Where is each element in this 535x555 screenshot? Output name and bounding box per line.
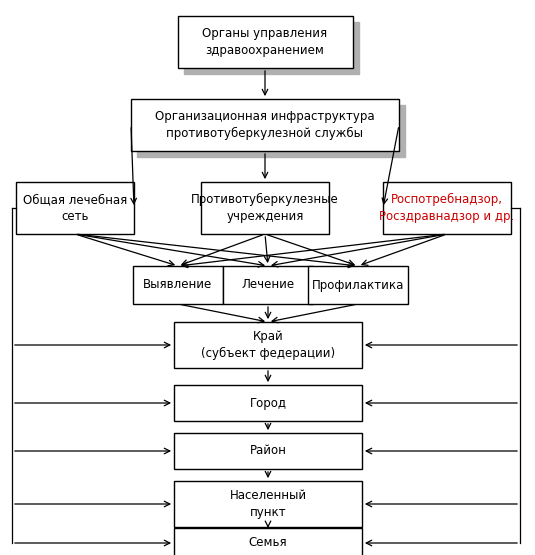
Text: Город: Город (249, 396, 287, 410)
Bar (174, 322, 362, 368)
Text: Лечение: Лечение (241, 279, 295, 291)
Text: Общая лечебная
сеть: Общая лечебная сеть (23, 193, 127, 223)
Text: Семья: Семья (249, 537, 287, 549)
Text: Выявление: Выявление (143, 279, 212, 291)
Bar (174, 433, 362, 469)
Bar (133, 266, 223, 304)
Bar (16, 182, 134, 234)
Text: Противотуберкулезные
учреждения: Противотуберкулезные учреждения (191, 193, 339, 223)
Bar (223, 266, 313, 304)
Bar (184, 22, 358, 74)
Text: Организационная инфраструктура
противотуберкулезной службы: Организационная инфраструктура противоту… (155, 110, 375, 140)
Bar (383, 182, 511, 234)
Text: Населенный
пункт: Населенный пункт (230, 489, 307, 519)
Text: Роспотребнадзор,
Росздравнадзор и др.: Роспотребнадзор, Росздравнадзор и др. (379, 193, 515, 223)
Text: Район: Район (249, 445, 286, 457)
Text: Край
(субъект федерации): Край (субъект федерации) (201, 330, 335, 360)
Bar (308, 266, 408, 304)
Bar (131, 99, 399, 151)
Bar (174, 385, 362, 421)
Bar (137, 105, 405, 157)
Text: Профилактика: Профилактика (312, 279, 404, 291)
Bar (178, 16, 353, 68)
Bar (201, 182, 329, 234)
Bar (174, 481, 362, 527)
Bar (174, 528, 362, 555)
Text: Органы управления
здравоохранением: Органы управления здравоохранением (202, 27, 327, 57)
